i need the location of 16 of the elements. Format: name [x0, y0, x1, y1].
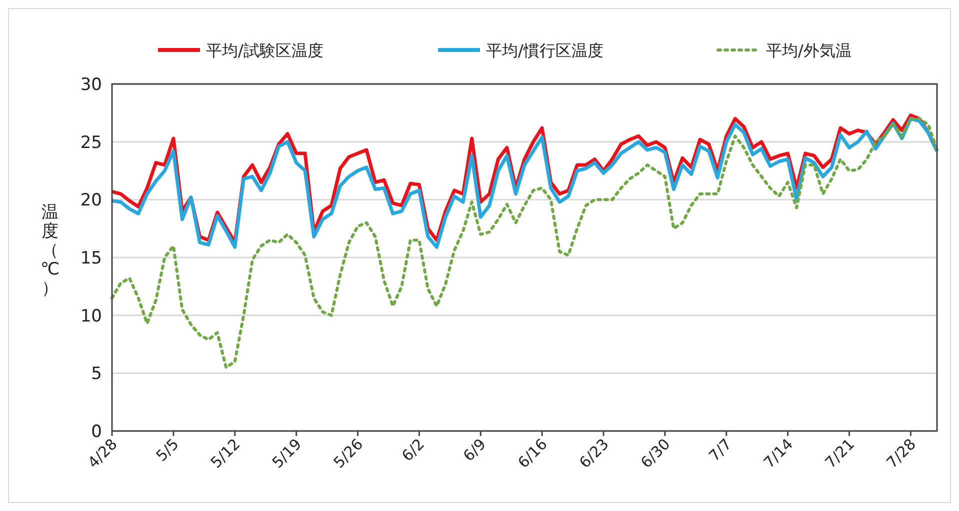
y-tick-label: 30: [80, 74, 102, 95]
x-tick-label: 6/2: [398, 435, 428, 465]
line-series: [110, 117, 938, 369]
x-tick-label: 6/9: [460, 435, 490, 465]
y-tick-label: 0: [91, 422, 102, 442]
legend-label: 平均/外気温: [766, 41, 852, 60]
x-tick-label: 7/7: [705, 435, 736, 465]
y-tick-label: 5: [91, 364, 102, 384]
x-tick-label: 5/5: [152, 435, 182, 465]
legend-label: 平均/慣行区温度: [486, 41, 604, 60]
legend-label: 平均/試験区温度: [206, 41, 324, 60]
y-tick-label: 25: [80, 132, 102, 153]
y-axis-title: 温度（℃）: [40, 202, 60, 298]
y-tick-label: 10: [80, 306, 102, 326]
y-tick-label: 15: [80, 248, 102, 268]
y-tick-label: 20: [80, 190, 102, 211]
